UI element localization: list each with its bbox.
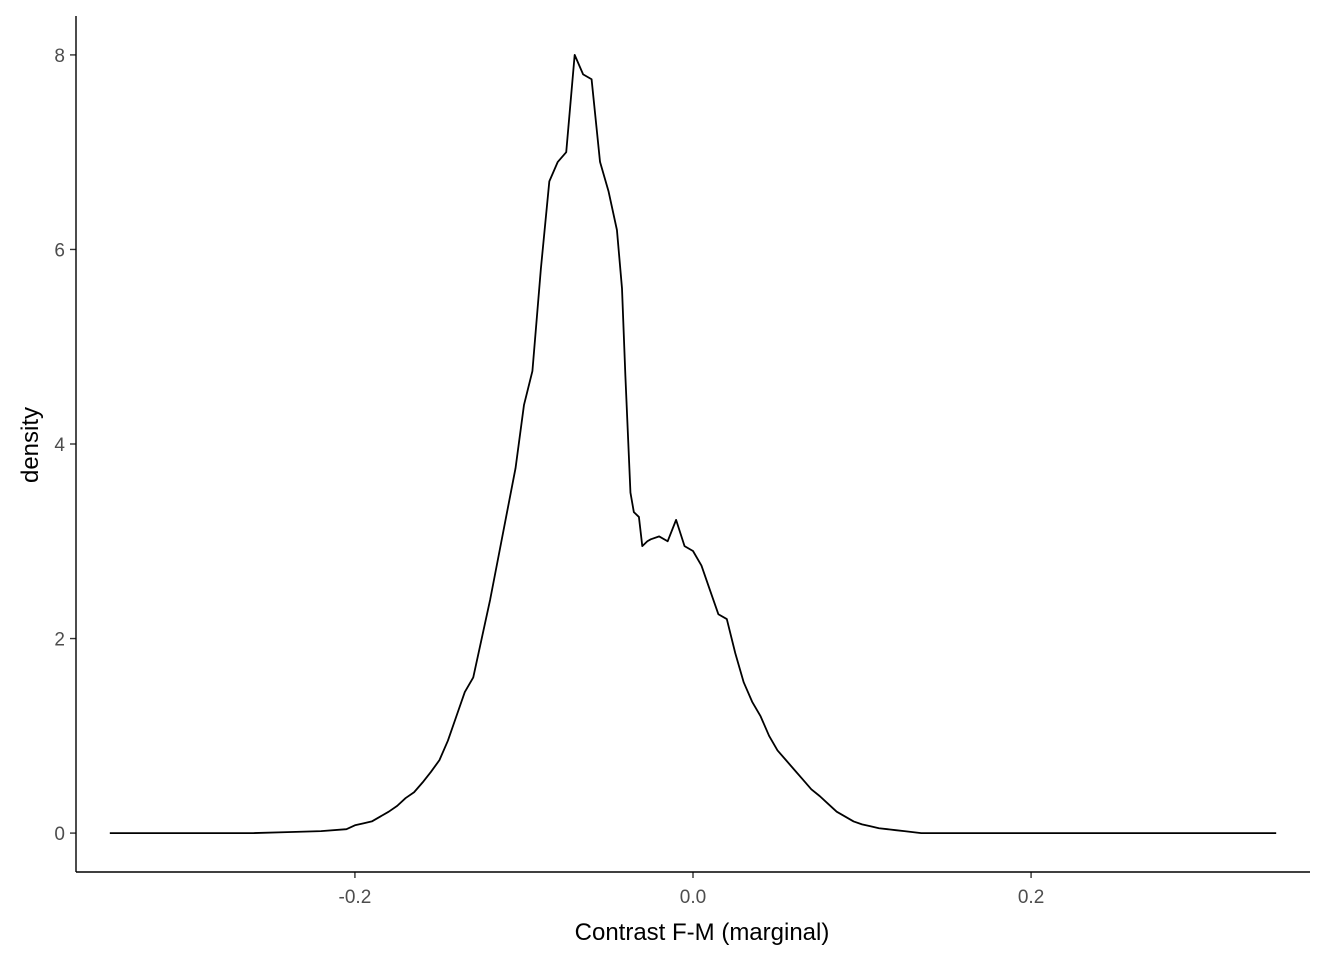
x-tick-label: 0.0 [680,887,706,908]
x-axis-title: Contrast F-M (marginal) [575,919,830,946]
x-tick-label: 0.2 [1018,887,1044,908]
density-curve-line [109,54,1277,834]
y-tick-label: 0 [54,824,65,845]
y-tick-label: 2 [54,630,65,651]
y-axis-ticks: 0 2 4 6 8 [54,46,76,845]
y-tick-label: 6 [54,240,65,261]
y-axis-title: density [17,407,44,483]
x-tick-label: -0.2 [339,887,372,908]
y-tick-label: 8 [54,46,65,67]
x-axis-ticks: -0.2 0.0 0.2 [339,872,1044,908]
y-tick-label: 4 [54,435,65,456]
